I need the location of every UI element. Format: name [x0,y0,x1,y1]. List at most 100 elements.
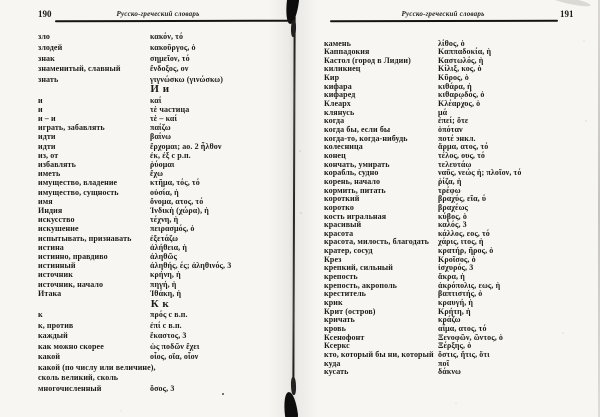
dictionary-row: конец τέλος, ους, τό [0,151,600,161]
dictionary-row: кровь αἷμα, ατος, τό [0,324,600,334]
dictionary-row: играть, забавлять παίζω [0,123,600,133]
russian-term: истинный [38,261,76,271]
greek-translation: Καππαδοκία, ἡ [438,47,492,57]
dictionary-row: кончать, умирать τελευτάω [0,160,600,170]
dictionary-row: Кастол (город в Лидии) Καστωλός, ἡ [0,56,600,66]
dictionary-row: крик κραυγή, ἡ [0,298,600,308]
dictionary-row: кусать δάκνω [0,367,600,377]
greek-translation: ἔχω [150,169,164,179]
russian-term: имущество, сущность [38,187,119,197]
dictionary-row: знать γιγνώσκω (γινώσκω) [0,75,600,85]
greek-translation: ἐπί с в.п. [150,320,182,330]
greek-translation: χάρις, ιτος, ἡ [438,237,484,247]
greek-translation: γιγνώσκω (γινώσκω) [150,75,223,84]
russian-term: кто, который бы ни, который [324,349,434,359]
russian-term: знаменитый, славный [38,64,121,74]
russian-term: сколь великий, сколь [38,373,119,382]
russian-term: и [38,95,43,105]
dictionary-row: к, против ἐπί с в.п. [0,321,600,331]
russian-term: как можно скорее [38,341,104,351]
russian-term: искушение [38,224,79,234]
greek-translation: οἷος, οἵα, οἷον [150,352,199,361]
russian-term: избавлять [38,159,76,169]
russian-term: и [38,104,43,114]
greek-translation: ἕκαστος, 3 [150,331,187,340]
dictionary-row: идти βαίνω [0,132,600,142]
greek-translation: ῥύομαι [150,159,175,169]
dictionary-row: злодей κακοῦργος, ὁ [0,43,600,53]
dictionary-row: Каппадокия Καππαδοκία, ἡ [0,47,600,57]
dictionary-row: к πρός с в.п. [0,310,600,320]
dictionary-row: истинный ἀληθής, ές; ἀληθινός, 3 [0,261,600,271]
greek-translation: ἰσχυρός, 3 [438,263,474,273]
russian-term: когда-то, когда-нибудь [324,133,408,143]
russian-term: источник [38,270,73,280]
russian-term: какой (по числу или величине), [38,362,156,372]
russian-term: крепость [324,272,358,282]
greek-translation: σημεῖον, τό [150,53,190,63]
greek-translation: ἅρμα, ατος, τό [438,142,489,152]
greek-translation: ποτέ энкл. [438,133,476,143]
greek-translation: Κίλιξ, κος, ὁ [438,64,482,74]
dictionary-row: искушение πειρασμός, ὁ [0,224,600,234]
dictionary-row: красота, милость, благодать χάρις, ιτος, … [0,237,600,247]
russian-term: куда [324,358,341,368]
running-title-left: Русско-греческий словарь [116,10,200,18]
dictionary-row: Кир Κῦρος, ὁ [0,73,600,83]
dictionary-row: кифаред κιθαρῳδός, ὁ [0,90,600,100]
russian-term: кратер, сосуд [324,246,373,256]
russian-term: идти [38,132,56,142]
running-title-right: Русско-греческий словарь [401,10,485,18]
dictionary-row: камень λίθος, ὁ [0,39,600,49]
greek-translation: μά [438,107,448,117]
page-number-right: 191 [560,9,574,19]
dictionary-row: когда ἐπεί; ὅτε [0,116,600,126]
section-heading: И и [150,83,170,95]
greek-translation: τρέφω [438,185,461,195]
russian-term: знать [38,75,59,84]
dictionary-row: знаменитый, славный ἔνδοξος, ον [0,64,600,74]
dictionary-row: источник, начало πηγή, ἡ [0,280,600,290]
dictionary-row: и τὲ частица [0,105,600,115]
dictionary-row: какой (по числу или величине), [0,363,600,373]
dictionary-row: киликиец Κίλιξ, κος, ὁ [0,64,600,74]
russian-term: иметь [38,169,61,179]
greek-translation: ὡς ποδῶν ἔχει [150,341,200,351]
greek-translation: πηγή, ἡ [150,279,177,289]
greek-translation: ἔνδοξος, ον [150,64,189,74]
dictionary-row: Индия Ἰνδικὴ (χώρα), ἡ [0,206,600,216]
dictionary-row: куда ποῖ [0,359,600,369]
dictionary-row: Клеарх Κλέαρχος, ὁ [0,99,600,109]
russian-term: корень, начало [324,176,381,186]
russian-term: крепкий, сильный [324,263,393,273]
dictionary-row: крепость, акрополь ἀκρόπολις, εως, ἡ [0,281,600,291]
russian-term: кусать [324,367,349,377]
dictionary-row: имущество, сущность οὐσία, ἡ [0,188,600,198]
greek-translation: καί [150,95,162,105]
greek-translation: ἀκρόπολις, εως, ἡ [438,280,501,290]
greek-translation: Κροῖσος, ὁ [438,254,476,264]
dictionary-row: иметь ἔχω [0,169,600,179]
greek-translation: Ἰθάκη, ἡ [150,288,182,298]
dictionary-row: из, от ἐκ, ἐξ с р.п. [0,151,600,161]
russian-term: Ксенофонт [324,332,365,342]
russian-term: красивый [324,220,362,230]
dictionary-row: и καί [0,96,600,106]
russian-term: когда [324,116,345,126]
dictionary-row: каждый ἕκαστος, 3 [0,331,600,341]
russian-term: испытывать, признавать [38,233,132,243]
greek-translation: Κῦρος, ὁ [438,73,469,83]
russian-term: Итака [38,288,62,298]
greek-translation: λίθος, ὁ [438,38,465,48]
greek-translation: Ξέρξης, ὁ [438,341,472,351]
russian-term: крик [324,298,343,307]
russian-term: истина [38,242,64,252]
dictionary-row: имя ὄνομα, ατος, τό [0,197,600,207]
greek-translation: κρήνη, ἡ [150,270,181,280]
russian-term: многочисленный [38,383,102,393]
russian-term: камень [324,38,351,48]
dictionary-row: испытывать, признавать ἐξετάζω [0,234,600,244]
russian-term: киликиец [324,64,361,74]
greek-translation: ναῦς, νεώς ἡ; πλοῖον, τό [438,168,522,178]
